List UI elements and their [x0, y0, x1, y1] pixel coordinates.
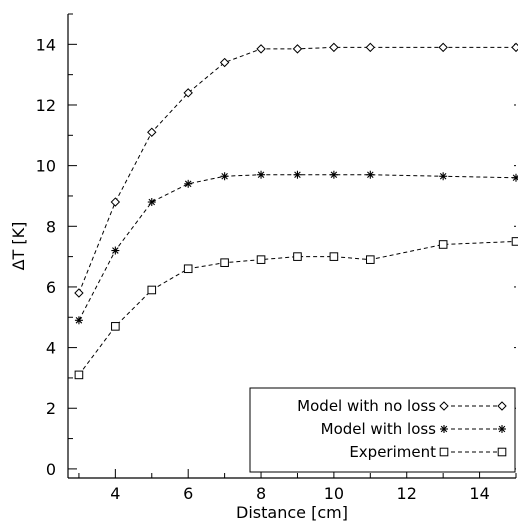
legend-box: [249, 387, 516, 473]
data-point: [438, 240, 448, 249]
data-point: [512, 173, 518, 182]
series-line: [78, 174, 517, 321]
data-point: [293, 252, 302, 261]
legend-entry: Model with no loss: [297, 397, 507, 415]
data-point: [110, 197, 121, 207]
x-tick-label: 10: [324, 484, 344, 503]
legend-label: Model with no loss: [297, 397, 436, 415]
data-point: [74, 288, 84, 298]
x-tick-label: 12: [397, 484, 417, 503]
legend-marker: [497, 401, 507, 411]
data-point: [111, 322, 120, 331]
y-tick-label: 10: [36, 157, 56, 176]
data-point: [329, 170, 338, 179]
data-point: [74, 370, 84, 380]
data-point: [438, 42, 448, 53]
data-point: [111, 246, 120, 255]
legend-label: Experiment: [349, 443, 436, 461]
data-point: [184, 179, 193, 188]
legend: Model with no loss Model with loss Experim…: [249, 387, 516, 473]
data-point: [511, 42, 518, 53]
data-point: [74, 316, 83, 325]
x-tick-label: 8: [256, 484, 266, 503]
data-point: [256, 255, 266, 264]
series-asterisk: [74, 170, 518, 325]
y-tick-label: 12: [36, 96, 56, 115]
data-point: [183, 264, 193, 274]
x-tick-label: 14: [469, 484, 489, 503]
axes: 4 6 8 10 12 14 0 2 4 6 8 10 12 14: [36, 13, 517, 503]
data-point: [365, 42, 376, 53]
legend-marker: [439, 447, 449, 457]
x-axis-label: Distance [cm]: [236, 503, 348, 522]
legend-marker: [498, 425, 506, 433]
series-square: [74, 237, 518, 380]
x-tick-label: 6: [183, 484, 193, 503]
y-tick-label: 2: [46, 399, 56, 418]
y-tick-label: 6: [46, 278, 56, 297]
data-point: [439, 172, 448, 181]
series-line: [78, 240, 517, 376]
data-point: [183, 88, 193, 98]
data-point: [220, 172, 229, 181]
series-layer: [74, 42, 518, 380]
data-point: [147, 198, 156, 207]
legend-entry: Model with loss: [321, 420, 506, 438]
data-point: [329, 252, 339, 261]
data-point: [147, 127, 157, 137]
legend-marker: [440, 425, 448, 433]
y-tick-label: 8: [46, 217, 56, 236]
series-diamond: [74, 42, 518, 298]
legend-marker: [497, 447, 507, 457]
data-point: [511, 237, 518, 246]
y-tick-label: 0: [46, 460, 56, 479]
data-point: [147, 285, 157, 295]
data-point: [366, 170, 375, 179]
data-point: [219, 57, 230, 68]
y-axis-label: ΔT [K]: [9, 222, 28, 271]
legend-label: Model with loss: [321, 420, 437, 438]
data-point: [257, 170, 266, 179]
legend-entry: Experiment: [349, 443, 507, 461]
y-tick-label: 14: [36, 35, 56, 54]
legend-marker: [439, 401, 449, 411]
data-point: [256, 44, 266, 54]
x-tick-label: 4: [110, 484, 120, 503]
y-tick-label: 4: [46, 339, 56, 358]
data-point: [366, 255, 375, 264]
data-point: [293, 170, 302, 179]
data-point: [220, 258, 229, 267]
data-point: [329, 42, 339, 53]
data-point: [292, 44, 303, 54]
